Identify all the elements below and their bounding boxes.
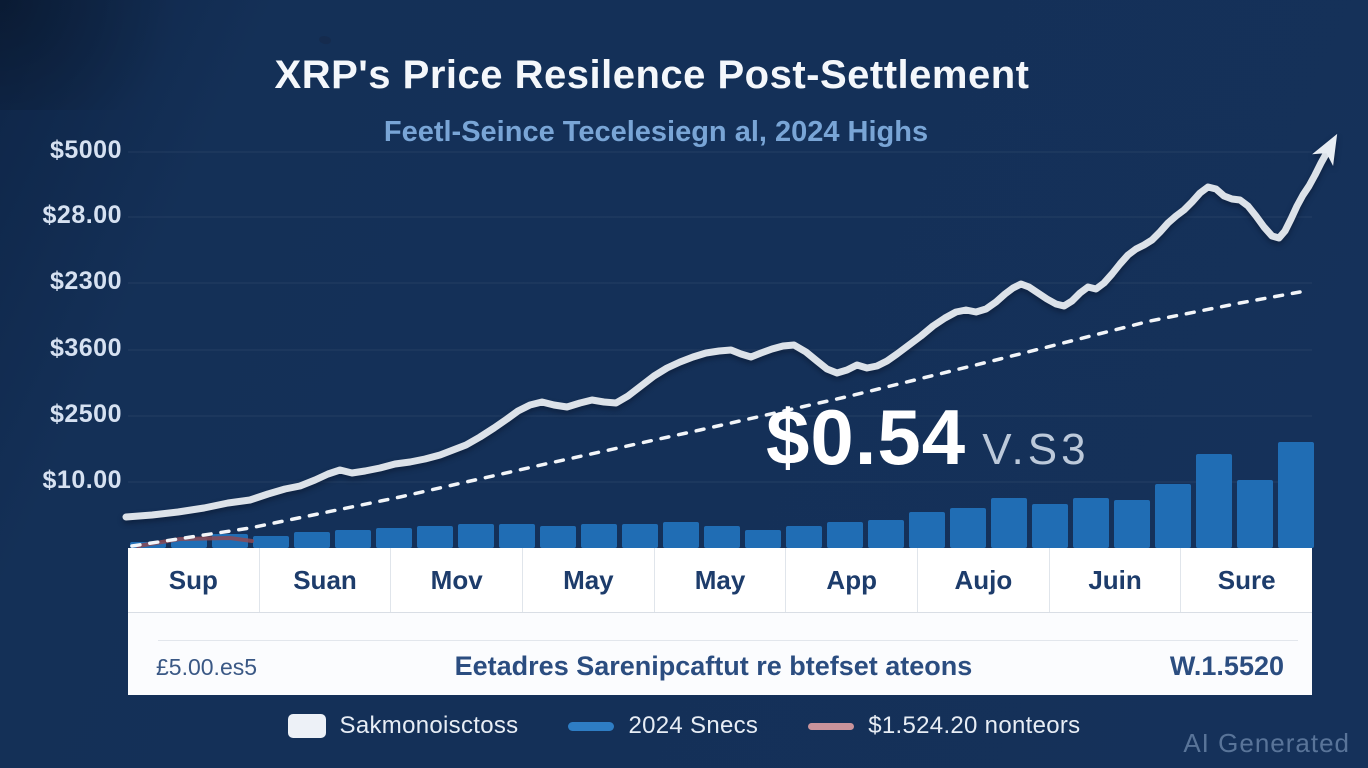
axis-panel: Sup Suan Mov May May App Aujo Juin Sure … [128,548,1312,695]
y-axis-label: $10.00 [42,466,122,494]
month-label: May [523,548,655,612]
annotation-suffix: V.S3 [982,425,1090,474]
y-axis-label: $5000 [49,136,122,164]
legend-swatch-line-blue [568,721,615,731]
footer-center-text: Eetadres Sarenipcaftut re btefset ateons [454,651,973,681]
legend-label: Sakmonoisctoss [339,712,519,739]
legend-item-volume: Sakmonoisctoss [287,712,519,740]
y-axis-label: $28.00 [42,201,122,229]
month-label: Sure [1217,564,1276,595]
footer-row: £5.00.es5 Eetadres Sarenipcaftut re btef… [128,613,1312,695]
footer-right-text: W.1.5520 [1169,651,1284,681]
month-label: May [655,548,787,612]
ai-generated-watermark: AI Generated [1183,728,1350,758]
month-label: App [786,548,919,612]
month-label: Suan [260,548,392,612]
legend: Sakmonoisctoss 2024 Snecs $1.524.20 nont… [0,712,1368,740]
month-row: Sup Suan Mov May May App Aujo Juin Sure [128,548,1312,613]
month-label: Juin [1050,548,1182,612]
legend-swatch-square [287,714,326,738]
annotation-value: $0.54 [766,393,967,481]
legend-swatch-line-pink [808,722,855,730]
legend-item-price: 2024 Snecs [568,712,758,740]
legend-item-trend: $1.524.20 nonteors [808,712,1080,740]
month-label: Sup [128,548,260,612]
month-label: Mov [391,548,524,612]
footer-left-text: £5.00.es5 [156,654,258,680]
footer-divider [158,640,1298,641]
legend-label: 2024 Snecs [628,712,759,739]
month-label: Aujo [918,548,1050,612]
y-axis-label: $3600 [49,334,122,362]
y-axis-label: $2500 [49,400,122,428]
legend-label: $1.524.20 nonteors [868,712,1081,739]
page-subtitle: Feetl-Seince Tecelesiegn al, 2024 Highs [383,116,929,149]
y-axis-label: $2300 [49,267,122,295]
y-axis: $5000 $28.00 $2300 $3600 $2500 $10.00 [30,0,122,560]
page-title: XRP's Price Resilence Post-Settlement [274,52,1030,97]
price-annotation: $0.54 V.S3 [766,392,1090,483]
